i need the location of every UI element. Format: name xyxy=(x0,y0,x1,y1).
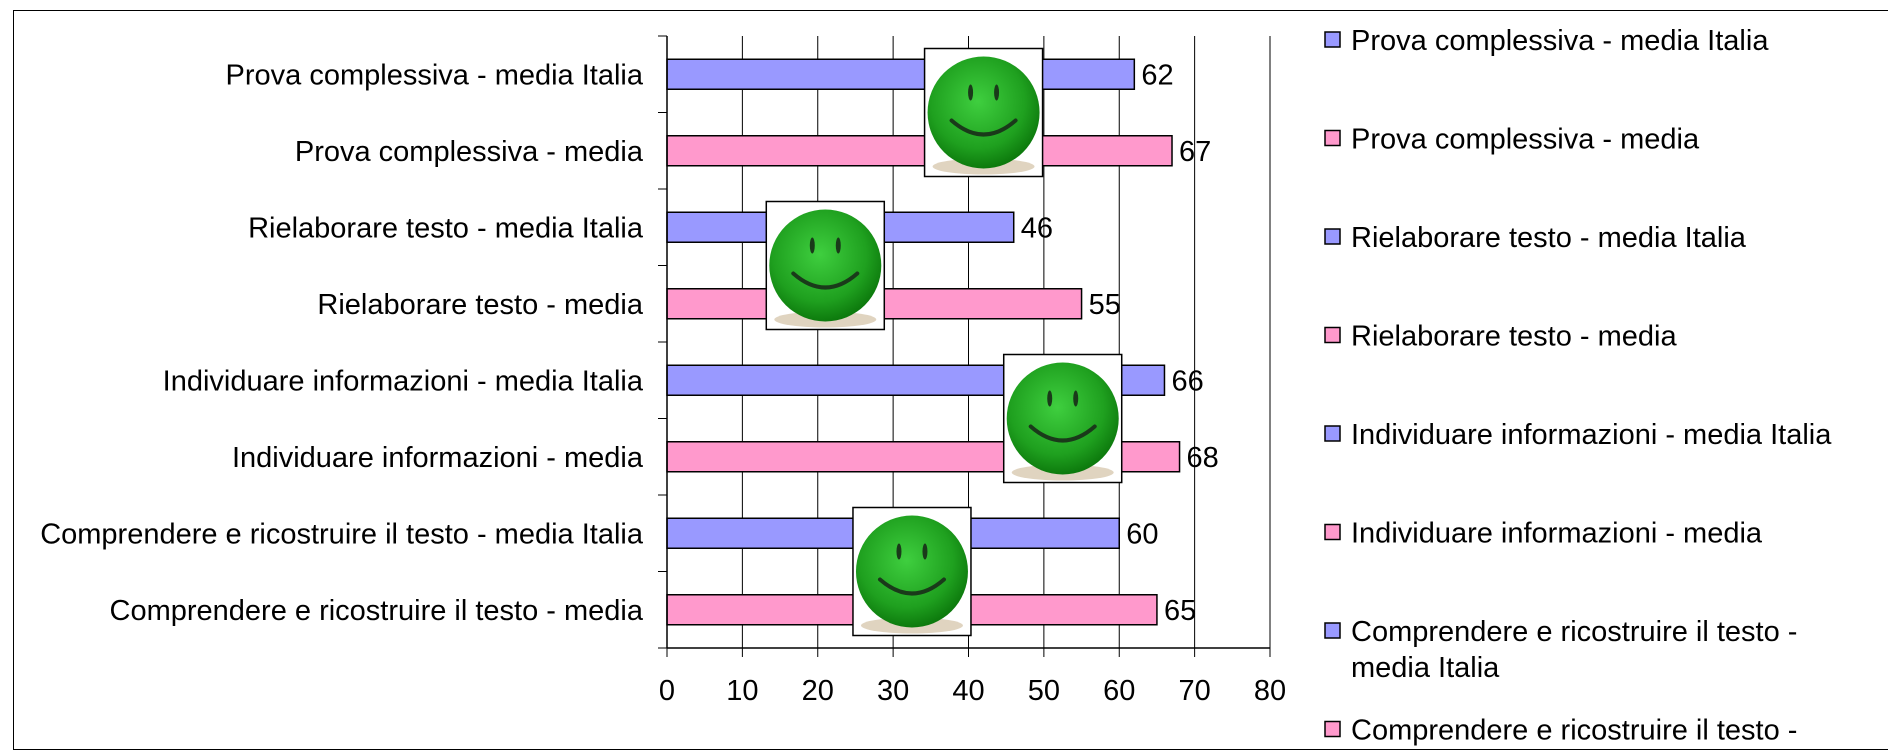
legend-label: Comprendere e ricostruire il testo -medi… xyxy=(1351,616,1797,684)
category-label: Comprendere e ricostruire il testo - med… xyxy=(40,518,644,550)
data-label: 67 xyxy=(1179,136,1211,168)
category-label: Prova complessiva - media xyxy=(295,136,644,168)
smiley-face-icon xyxy=(852,506,972,637)
legend-swatch xyxy=(1324,622,1341,639)
category-label: Individuare informazioni - media xyxy=(232,442,644,474)
legend-item: Rielaborare testo - media xyxy=(1324,321,1677,353)
category-label: Rielaborare testo - media xyxy=(317,289,643,321)
x-tick-label: 70 xyxy=(1178,675,1210,707)
data-label: 60 xyxy=(1126,518,1158,550)
smiley-annotations xyxy=(765,47,1123,637)
legend-label: Rielaborare testo - media Italia xyxy=(1351,222,1747,254)
smiley-face-icon xyxy=(923,47,1044,178)
legend-label: Rielaborare testo - media xyxy=(1351,321,1677,353)
data-label: 55 xyxy=(1089,289,1121,321)
x-tick-label: 30 xyxy=(877,675,909,707)
category-label: Comprendere e ricostruire il testo - med… xyxy=(110,595,644,627)
legend-label: Individuare informazioni - media Italia xyxy=(1351,419,1832,451)
axes: 0 10 20 30 40 50 60 70 80 xyxy=(658,35,1286,707)
x-tick-label: 60 xyxy=(1103,675,1135,707)
legend-swatch xyxy=(1324,425,1341,442)
x-tick-label: 80 xyxy=(1254,675,1286,707)
x-tick-label: 20 xyxy=(802,675,834,707)
bar xyxy=(666,58,1136,90)
x-tick-label: 10 xyxy=(726,675,758,707)
legend-item: Comprendere e ricostruire il testo -medi… xyxy=(1324,616,1797,684)
smiley-face-icon xyxy=(1002,353,1123,484)
smiley-face-icon xyxy=(765,200,886,331)
legend-swatch xyxy=(1324,129,1341,147)
legend-item: Prova complessiva - media Italia xyxy=(1324,25,1769,57)
legend-swatch xyxy=(1324,326,1341,344)
data-label: 68 xyxy=(1187,442,1219,474)
legend-swatch xyxy=(1324,720,1341,738)
legend-item: Individuare informazioni - media xyxy=(1324,518,1763,550)
legend-swatch xyxy=(1324,228,1341,245)
legend-swatch xyxy=(1324,31,1341,48)
data-label: 62 xyxy=(1141,59,1173,91)
legend-item: Prova complessiva - media xyxy=(1324,124,1700,156)
category-label: Rielaborare testo - media Italia xyxy=(248,212,644,244)
data-label: 65 xyxy=(1164,595,1196,627)
data-label: 66 xyxy=(1171,365,1203,397)
category-label: Individuare informazioni - media Italia xyxy=(163,365,644,397)
bar xyxy=(666,135,1173,167)
legend-label: Individuare informazioni - media xyxy=(1351,518,1763,550)
legend-item: Individuare informazioni - media Italia xyxy=(1324,419,1832,451)
legend-label: Prova complessiva - media Italia xyxy=(1351,25,1769,57)
data-label: 46 xyxy=(1021,212,1053,244)
legend-swatch xyxy=(1324,523,1341,541)
x-tick-label: 50 xyxy=(1028,675,1060,707)
legend: Prova complessiva - media Italia Prova co… xyxy=(1324,25,1832,747)
x-tick-label: 40 xyxy=(952,675,984,707)
legend-label: Prova complessiva - media xyxy=(1351,124,1700,156)
x-tick-label: 0 xyxy=(659,675,675,707)
legend-item: Rielaborare testo - media Italia xyxy=(1324,222,1747,254)
labels: Prova complessiva - media Italia 62 Prova … xyxy=(40,59,1219,627)
category-label: Prova complessiva - media Italia xyxy=(226,59,644,91)
legend-item: Comprendere e ricostruire il testo -medi… xyxy=(1324,715,1797,747)
legend-label: Comprendere e ricostruire il testo -medi… xyxy=(1351,715,1797,747)
